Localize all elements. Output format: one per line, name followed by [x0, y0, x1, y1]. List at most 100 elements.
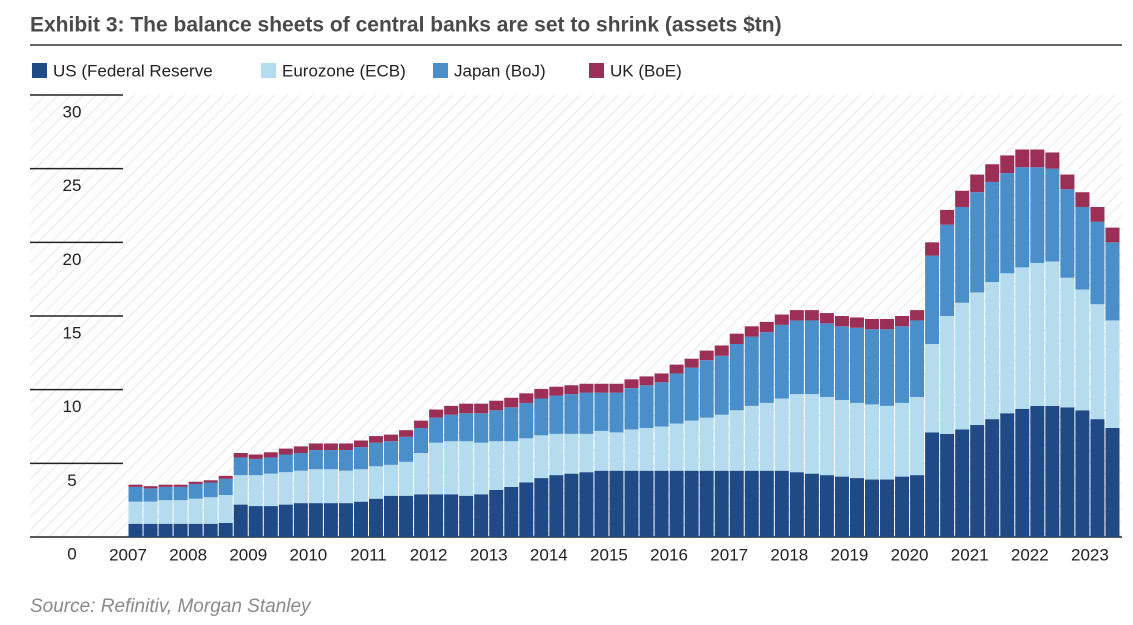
- bar-segment: [519, 393, 534, 403]
- bar-segment: [864, 329, 880, 405]
- bar-segment: [203, 480, 218, 483]
- bar-segment: [1030, 405, 1045, 537]
- bar-segment: [233, 475, 248, 505]
- bar-segment: [338, 443, 353, 451]
- bar-segment: [218, 523, 233, 537]
- bar-segment: [699, 350, 714, 361]
- bar-segment: [1030, 167, 1045, 263]
- bar-segment: [143, 486, 158, 489]
- bar-segment: [849, 402, 864, 479]
- bar-segment: [233, 504, 248, 537]
- bar-segment: [744, 470, 759, 537]
- legend-label: US (Federal Reserve: [53, 61, 213, 80]
- bar-segment: [444, 414, 459, 442]
- bar-segment: [218, 495, 233, 524]
- bar-segment: [549, 433, 564, 476]
- x-tick-label: 2009: [229, 545, 267, 564]
- bar-segment: [188, 523, 203, 537]
- bar-segment: [143, 488, 158, 502]
- bar-segment: [789, 310, 804, 321]
- bar-segment: [218, 475, 233, 479]
- bar-segment: [293, 470, 308, 504]
- bar-segment: [639, 385, 654, 428]
- x-tick-label: 2011: [350, 545, 387, 564]
- plot: 0 5 10 15 20 25 30 2007 2008 2009 2010 2011 2012 2013…: [30, 94, 1122, 564]
- bar-segment: [158, 500, 173, 524]
- bar-segment: [1015, 267, 1030, 409]
- x-tick-label: 2007: [109, 545, 147, 564]
- bar-segment: [925, 432, 940, 537]
- bar-segment: [819, 475, 834, 537]
- bar-segment: [774, 324, 789, 399]
- bar-segment: [414, 420, 429, 428]
- bar-segment: [669, 423, 684, 471]
- bar-segment: [323, 469, 338, 504]
- bar-segment: [158, 486, 173, 501]
- bar-segment: [789, 394, 804, 473]
- bar-segment: [744, 336, 759, 406]
- bar-segment: [399, 495, 414, 537]
- bar-segment: [534, 388, 549, 399]
- bar-segment: [669, 373, 684, 424]
- bar-segment: [624, 429, 639, 471]
- bar-segment: [579, 472, 594, 537]
- bar-segment: [323, 443, 338, 451]
- bar-segment: [263, 452, 278, 458]
- bar-segment: [1090, 221, 1105, 305]
- bar-segment: [564, 433, 579, 474]
- bar-segment: [143, 501, 158, 524]
- bar-segment: [684, 470, 699, 537]
- bar-segment: [263, 506, 278, 537]
- bar-segment: [654, 470, 669, 537]
- bar-segment: [970, 174, 985, 193]
- bar-segment: [564, 385, 579, 395]
- bar-segment: [774, 398, 789, 471]
- x-tick-label: 2014: [530, 545, 568, 564]
- bar-segment: [368, 442, 384, 467]
- bar-segment: [1030, 149, 1045, 168]
- bar-segment: [609, 383, 624, 393]
- bar-segment: [729, 343, 744, 411]
- bar-segment: [774, 314, 789, 325]
- bar-segment: [278, 448, 293, 455]
- y-tick-label: 0: [67, 544, 76, 563]
- bar-segment: [955, 302, 970, 430]
- bar-segment: [459, 441, 474, 496]
- bar-segment: [624, 379, 639, 389]
- bar-segment: [940, 224, 955, 316]
- bar-segment: [729, 410, 744, 471]
- bar-segment: [293, 446, 308, 454]
- bar-segment: [594, 430, 609, 471]
- bar-segment: [895, 476, 910, 537]
- bar-segment: [233, 453, 248, 458]
- bar-segment: [504, 407, 519, 442]
- bar-segment: [1030, 262, 1045, 406]
- bar-segment: [1045, 261, 1060, 406]
- bar-segment: [218, 478, 233, 496]
- bar-segment: [669, 470, 684, 537]
- bar-segment: [429, 409, 444, 418]
- bar-segment: [729, 333, 744, 344]
- bar-segment: [564, 473, 579, 537]
- bar-segment: [233, 457, 248, 476]
- bar-segment: [278, 472, 293, 505]
- bar-segment: [759, 470, 774, 537]
- bar-segment: [895, 316, 910, 327]
- bar-segment: [308, 503, 323, 537]
- x-tick-label: 2023: [1071, 545, 1109, 564]
- bar-segment: [834, 476, 849, 537]
- bar-segment: [639, 376, 654, 386]
- bar-segment: [940, 316, 955, 434]
- bar-segment: [128, 501, 143, 524]
- bar-segment: [1000, 413, 1015, 537]
- bar-segment: [985, 181, 1000, 283]
- legend-label: UK (BoE): [610, 61, 682, 80]
- bar-segment: [940, 209, 955, 225]
- bar-segment: [323, 503, 338, 537]
- y-tick-label: 30: [63, 102, 82, 121]
- bar-segment: [534, 478, 549, 537]
- bar-segment: [955, 190, 970, 207]
- bar-segment: [864, 404, 880, 480]
- bar-segment: [609, 470, 624, 537]
- bar-segment: [880, 405, 895, 480]
